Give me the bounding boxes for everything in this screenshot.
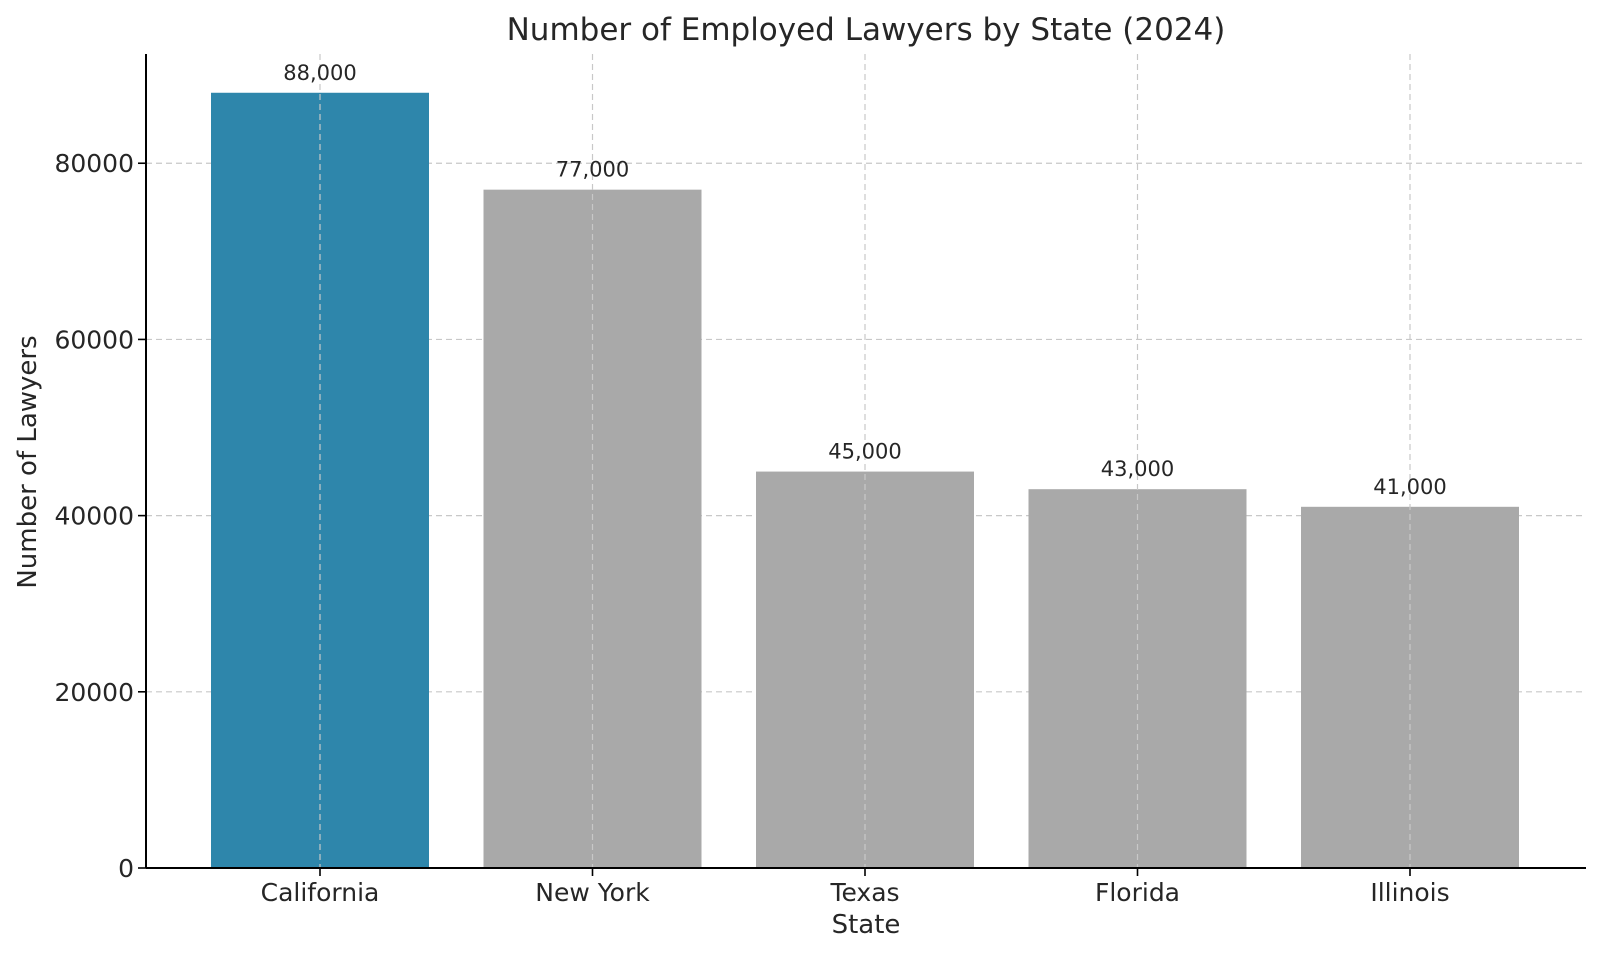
bar-value-label: 43,000 (1101, 457, 1174, 481)
y-tick-label: 60000 (54, 325, 134, 354)
vertical-grid (319, 54, 1411, 868)
axes (145, 54, 1586, 869)
x-tick-label: Illinois (1370, 878, 1449, 907)
data-labels: 88,000 77,000 45,000 43,000 41,000 (283, 61, 1446, 499)
bar-value-label: 88,000 (283, 61, 356, 85)
bar-value-label: 77,000 (556, 158, 629, 182)
x-tick-label: Texas (829, 878, 899, 907)
y-tick-label: 0 (118, 854, 134, 883)
y-axis-title: Number of Lawyers (13, 335, 43, 588)
ticks: 0 20000 40000 60000 80000 California New York T… (54, 149, 1449, 907)
x-tick-label: Florida (1095, 878, 1180, 907)
x-tick-label: New York (535, 878, 650, 907)
x-axis-title: State (832, 910, 901, 940)
y-tick-label: 20000 (54, 678, 134, 707)
y-tick-label: 80000 (54, 149, 134, 178)
bar-value-label: 45,000 (828, 440, 901, 464)
x-tick-label: California (261, 878, 380, 907)
bar-value-label: 41,000 (1373, 475, 1446, 499)
y-tick-label: 40000 (54, 502, 134, 531)
chart-title: Number of Employed Lawyers by State (202… (507, 12, 1226, 48)
